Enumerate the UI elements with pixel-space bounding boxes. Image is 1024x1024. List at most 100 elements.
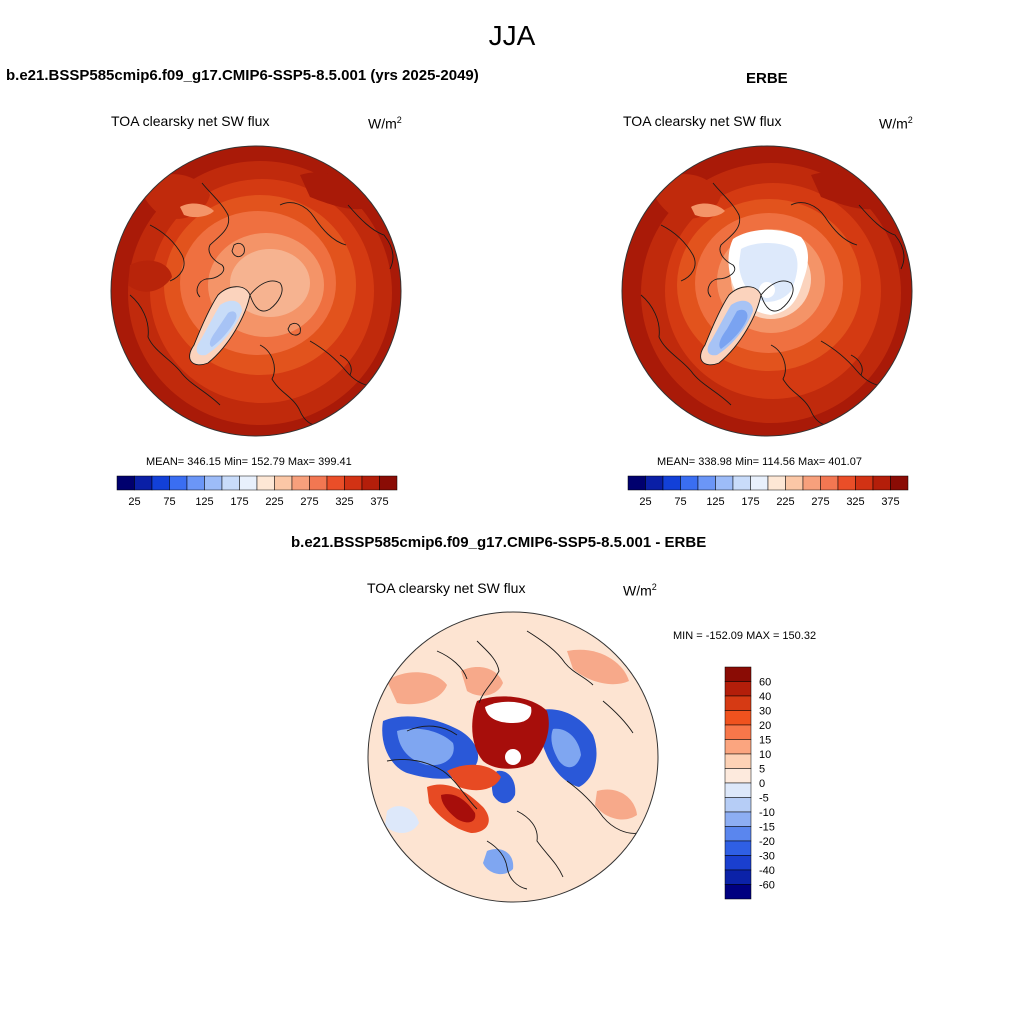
map-land-patch [128,260,172,292]
model-colorbar-swatch [361,475,380,491]
diff-colorbar-tick-label: -10 [759,807,775,819]
diff-positive-area [447,764,501,791]
model-colorbar-swatch [204,475,223,491]
obs-colorbar-swatch [627,475,646,491]
obs-colorbar-tick-label: 325 [846,496,864,508]
model-colorbar-swatch [134,475,153,491]
diff-polar-map [367,611,659,903]
diff-colorbar-tick-label: -5 [759,793,769,805]
diff-colorbar-tick-label: -40 [759,865,775,877]
diff-negative-area [397,728,454,766]
diff-colorbar-tick-label: 5 [759,764,765,776]
obs-colorbar-swatch [697,475,716,491]
obs-stats: MEAN= 338.98 Min= 114.56 Max= 401.07 [657,456,862,468]
diff-colorbar-swatch [724,797,752,813]
diff-colorbar-swatch [724,855,752,871]
diff-pole-hole [505,749,521,765]
diff-missing-region [485,701,532,723]
model-colorbar-swatch [309,475,328,491]
greenland-core [209,311,237,347]
model-colorbar-tick-label: 375 [370,496,388,508]
diff-colorbar-swatch [724,826,752,842]
diff-colorbar-swatch [724,666,752,682]
diff-colorbar-tick-label: -30 [759,851,775,863]
diff-positive-area [461,667,503,696]
diff-colorbar-swatch [724,739,752,755]
diff-colorbar-tick-label: 10 [759,749,771,761]
model-colorbar-tick-label: 25 [128,496,140,508]
obs-colorbar-swatch [785,475,804,491]
model-colorbar-swatch [116,475,135,491]
map-land-patch [300,172,372,210]
model-colorbar-tick-label: 275 [300,496,318,508]
obs-colorbar-swatch [645,475,664,491]
model-colorbar-tick-label: 225 [265,496,283,508]
map-land-patch [180,203,214,218]
coastlines [129,182,394,427]
diff-panel-title: b.e21.BSSP585cmip6.f09_g17.CMIP6-SSP5-8.… [291,534,707,551]
diff-variable-label: TOA clearsky net SW flux [367,580,526,596]
model-colorbar-swatch [169,475,188,491]
obs-colorbar-swatch [872,475,891,491]
diff-colorbar-swatch [724,782,752,798]
obs-colorbar-swatch [820,475,839,491]
diff-colorbar-swatch [724,710,752,726]
diff-colorbar-tick-label: -20 [759,836,775,848]
diff-colorbar-swatch [724,811,752,827]
model-polar-map [110,145,402,437]
diff-colorbar-tick-label: 30 [759,706,771,718]
diff-colorbar-swatch [724,681,752,697]
model-colorbar-tick-label: 125 [195,496,213,508]
diff-positive-area [387,672,447,705]
obs-variable-label: TOA clearsky net SW flux [623,113,782,129]
model-colorbar-swatch [151,475,170,491]
map-land-patch [811,172,883,210]
obs-colorbar-tick-label: 125 [706,496,724,508]
diff-negative-area [483,849,514,875]
model-colorbar-tick-label: 175 [230,496,248,508]
obs-colorbar-swatch [890,475,909,491]
obs-colorbar-tick-label: 25 [639,496,651,508]
model-colorbar-swatch [221,475,240,491]
obs-colorbar-swatch [662,475,681,491]
diff-colorbar: 60 40 30 20 15 10 5 0 -5 -10 -15 -20 -30 -40 -60 [724,666,775,900]
model-units-label: W/m2 [368,115,402,132]
obs-ice-region [739,243,798,302]
model-variable-label: TOA clearsky net SW flux [111,113,270,129]
model-stats: MEAN= 346.15 Min= 152.79 Max= 399.41 [146,456,352,468]
obs-colorbar-tick-label: 275 [811,496,829,508]
obs-colorbar-swatch [767,475,786,491]
model-colorbar: 25 75 125 175 225 275 325 375 [116,475,398,508]
model-colorbar-swatch [186,475,205,491]
diff-colorbar-swatch [724,869,752,885]
diff-colorbar-tick-label: -60 [759,880,775,892]
model-colorbar-swatch [344,475,363,491]
obs-panel-title: ERBE [746,70,788,87]
model-colorbar-swatch [291,475,310,491]
diff-colorbar-swatch [724,884,752,900]
diff-colorbar-tick-label: 20 [759,720,771,732]
model-panel-title: b.e21.BSSP585cmip6.f09_g17.CMIP6-SSP5-8.… [6,67,479,84]
season-title: JJA [488,20,536,51]
model-colorbar-tick-label: 325 [335,496,353,508]
diff-negative-area [385,806,419,833]
diff-colorbar-swatch [724,840,752,856]
model-colorbar-swatch [256,475,275,491]
diff-min-max: MIN = -152.09 MAX = 150.32 [673,630,817,642]
diff-colorbar-tick-label: 60 [759,677,771,689]
diff-colorbar-tick-label: 15 [759,735,771,747]
map-land-patch [691,203,725,218]
obs-colorbar-swatch [855,475,874,491]
map-border [367,611,659,903]
map-border [110,145,402,437]
diff-strong-positive [441,794,476,823]
obs-colorbar: 25 75 125 175 225 275 325 375 [627,475,909,508]
diff-positive-area [567,649,629,685]
diff-negative-area [551,728,581,768]
coastlines [386,630,640,890]
map-border [621,145,913,437]
obs-colorbar-tick-label: 175 [741,496,759,508]
obs-colorbar-swatch [802,475,821,491]
diff-colorbar-tick-label: 0 [759,778,765,790]
obs-colorbar-swatch [732,475,751,491]
